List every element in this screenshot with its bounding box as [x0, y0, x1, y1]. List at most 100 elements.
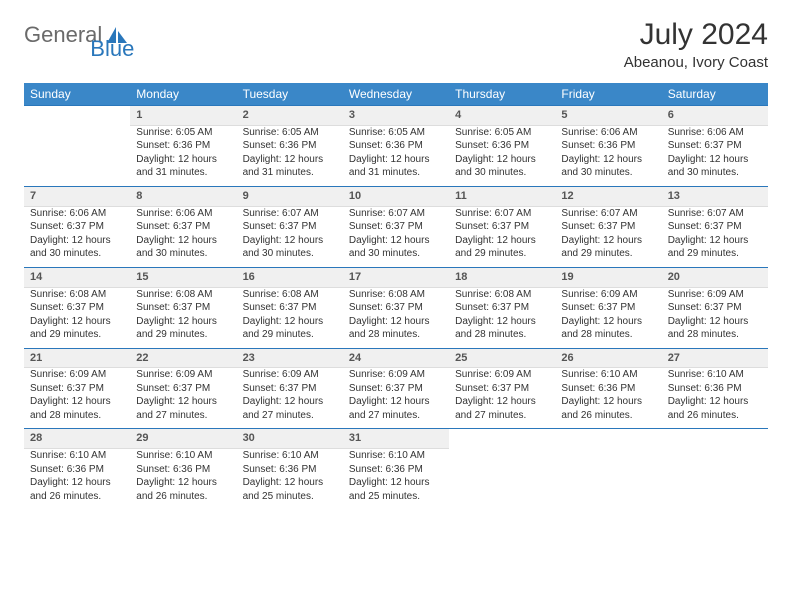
- daylight2-text: and 27 minutes.: [349, 409, 443, 423]
- day-cell: Sunrise: 6:08 AMSunset: 6:37 PMDaylight:…: [237, 287, 343, 348]
- day-cell: Sunrise: 6:08 AMSunset: 6:37 PMDaylight:…: [343, 287, 449, 348]
- day-cell: Sunrise: 6:10 AMSunset: 6:36 PMDaylight:…: [130, 449, 236, 510]
- day-cell: Sunrise: 6:09 AMSunset: 6:37 PMDaylight:…: [24, 368, 130, 429]
- calendar-table: Sunday Monday Tuesday Wednesday Thursday…: [24, 83, 768, 509]
- daylight2-text: and 26 minutes.: [668, 409, 762, 423]
- sunset-text: Sunset: 6:37 PM: [136, 220, 230, 234]
- location-label: Abeanou, Ivory Coast: [624, 54, 768, 71]
- brand-logo: General Blue: [24, 18, 174, 48]
- sunrise-text: Sunrise: 6:06 AM: [30, 207, 124, 221]
- daylight1-text: Daylight: 12 hours: [668, 234, 762, 248]
- weekday-header: Monday: [130, 83, 236, 106]
- day-number: [662, 429, 768, 449]
- sunset-text: Sunset: 6:37 PM: [30, 220, 124, 234]
- day-number: 30: [237, 429, 343, 449]
- sunset-text: Sunset: 6:36 PM: [349, 463, 443, 477]
- daylight1-text: Daylight: 12 hours: [561, 234, 655, 248]
- daylight2-text: and 30 minutes.: [349, 247, 443, 261]
- day-number: 2: [237, 106, 343, 126]
- daylight1-text: Daylight: 12 hours: [668, 153, 762, 167]
- daylight2-text: and 27 minutes.: [243, 409, 337, 423]
- sunrise-text: Sunrise: 6:08 AM: [30, 288, 124, 302]
- sunrise-text: Sunrise: 6:10 AM: [349, 449, 443, 463]
- day-cell: Sunrise: 6:10 AMSunset: 6:36 PMDaylight:…: [662, 368, 768, 429]
- day-number: 20: [662, 267, 768, 287]
- day-cell: Sunrise: 6:08 AMSunset: 6:37 PMDaylight:…: [24, 287, 130, 348]
- daylight2-text: and 29 minutes.: [30, 328, 124, 342]
- day-number: [449, 429, 555, 449]
- day-number: 21: [24, 348, 130, 368]
- sunset-text: Sunset: 6:36 PM: [349, 139, 443, 153]
- sunset-text: Sunset: 6:37 PM: [561, 220, 655, 234]
- sunrise-text: Sunrise: 6:07 AM: [561, 207, 655, 221]
- daylight2-text: and 31 minutes.: [136, 166, 230, 180]
- daylight2-text: and 30 minutes.: [136, 247, 230, 261]
- day-cell: Sunrise: 6:07 AMSunset: 6:37 PMDaylight:…: [662, 206, 768, 267]
- daynum-row: 28293031: [24, 429, 768, 449]
- daylight1-text: Daylight: 12 hours: [349, 315, 443, 329]
- daylight2-text: and 27 minutes.: [455, 409, 549, 423]
- daylight1-text: Daylight: 12 hours: [30, 315, 124, 329]
- day-number: 17: [343, 267, 449, 287]
- day-number: [24, 106, 130, 126]
- daylight2-text: and 30 minutes.: [30, 247, 124, 261]
- daylight2-text: and 29 minutes.: [243, 328, 337, 342]
- day-cell: Sunrise: 6:07 AMSunset: 6:37 PMDaylight:…: [343, 206, 449, 267]
- daylight1-text: Daylight: 12 hours: [455, 153, 549, 167]
- sunset-text: Sunset: 6:37 PM: [455, 220, 549, 234]
- day-cell: Sunrise: 6:09 AMSunset: 6:37 PMDaylight:…: [237, 368, 343, 429]
- daynum-row: 21222324252627: [24, 348, 768, 368]
- day-cell: Sunrise: 6:05 AMSunset: 6:36 PMDaylight:…: [130, 125, 236, 186]
- sunrise-text: Sunrise: 6:10 AM: [136, 449, 230, 463]
- day-number: 5: [555, 106, 661, 126]
- day-number: 3: [343, 106, 449, 126]
- sunset-text: Sunset: 6:37 PM: [668, 139, 762, 153]
- weekday-header: Sunday: [24, 83, 130, 106]
- title-block: July 2024 Abeanou, Ivory Coast: [624, 18, 768, 71]
- day-number: 12: [555, 186, 661, 206]
- day-number: 28: [24, 429, 130, 449]
- day-number: 25: [449, 348, 555, 368]
- day-number: 8: [130, 186, 236, 206]
- sunrise-text: Sunrise: 6:08 AM: [136, 288, 230, 302]
- sunset-text: Sunset: 6:37 PM: [455, 301, 549, 315]
- header: General Blue July 2024 Abeanou, Ivory Co…: [24, 18, 768, 71]
- sunset-text: Sunset: 6:37 PM: [136, 301, 230, 315]
- daylight2-text: and 28 minutes.: [349, 328, 443, 342]
- daylight2-text: and 29 minutes.: [455, 247, 549, 261]
- day-cell: [449, 449, 555, 510]
- day-number: 13: [662, 186, 768, 206]
- day-cell: Sunrise: 6:05 AMSunset: 6:36 PMDaylight:…: [237, 125, 343, 186]
- sunrise-text: Sunrise: 6:05 AM: [349, 126, 443, 140]
- day-cell: Sunrise: 6:09 AMSunset: 6:37 PMDaylight:…: [343, 368, 449, 429]
- day-cell: [555, 449, 661, 510]
- sunrise-text: Sunrise: 6:07 AM: [668, 207, 762, 221]
- sunset-text: Sunset: 6:37 PM: [668, 220, 762, 234]
- sunset-text: Sunset: 6:36 PM: [136, 139, 230, 153]
- daylight1-text: Daylight: 12 hours: [668, 395, 762, 409]
- info-row: Sunrise: 6:09 AMSunset: 6:37 PMDaylight:…: [24, 368, 768, 429]
- sunset-text: Sunset: 6:37 PM: [243, 220, 337, 234]
- daylight2-text: and 31 minutes.: [243, 166, 337, 180]
- day-number: 11: [449, 186, 555, 206]
- sunset-text: Sunset: 6:36 PM: [455, 139, 549, 153]
- daylight1-text: Daylight: 12 hours: [243, 315, 337, 329]
- sunset-text: Sunset: 6:37 PM: [349, 220, 443, 234]
- day-cell: Sunrise: 6:10 AMSunset: 6:36 PMDaylight:…: [237, 449, 343, 510]
- daylight1-text: Daylight: 12 hours: [243, 153, 337, 167]
- sunrise-text: Sunrise: 6:05 AM: [243, 126, 337, 140]
- day-number: 7: [24, 186, 130, 206]
- daylight2-text: and 26 minutes.: [30, 490, 124, 504]
- day-number: 1: [130, 106, 236, 126]
- daylight2-text: and 28 minutes.: [30, 409, 124, 423]
- sunrise-text: Sunrise: 6:09 AM: [349, 368, 443, 382]
- day-number: [555, 429, 661, 449]
- day-number: 23: [237, 348, 343, 368]
- sunrise-text: Sunrise: 6:09 AM: [455, 368, 549, 382]
- sunrise-text: Sunrise: 6:07 AM: [455, 207, 549, 221]
- day-cell: [662, 449, 768, 510]
- day-cell: Sunrise: 6:08 AMSunset: 6:37 PMDaylight:…: [130, 287, 236, 348]
- daylight2-text: and 25 minutes.: [243, 490, 337, 504]
- daylight1-text: Daylight: 12 hours: [561, 153, 655, 167]
- day-cell: Sunrise: 6:08 AMSunset: 6:37 PMDaylight:…: [449, 287, 555, 348]
